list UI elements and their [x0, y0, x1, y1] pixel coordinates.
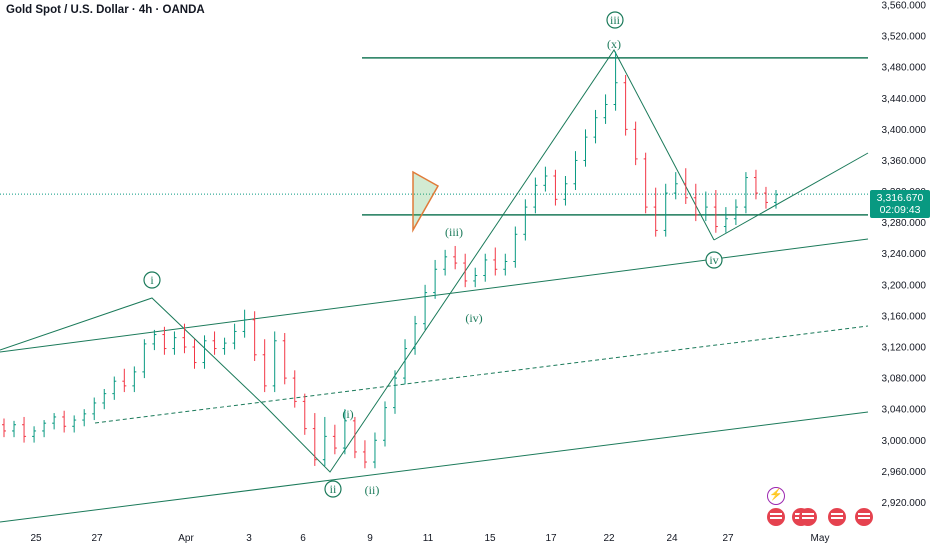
wave-label-circle — [705, 251, 723, 269]
chart-title: Gold Spot / U.S. Dollar · 4h · OANDA — [6, 4, 205, 16]
y-tick-label: 2,960.000 — [882, 467, 927, 478]
y-tick-label: 3,400.000 — [882, 125, 927, 136]
us-flag-icon[interactable] — [799, 508, 817, 526]
x-tick-label: 17 — [545, 533, 557, 544]
y-tick-label: 3,120.000 — [882, 343, 927, 354]
channel-upper-line — [0, 238, 869, 353]
last-price-value: 3,316.670 — [876, 192, 924, 204]
wave-label-circle — [324, 480, 342, 498]
us-flag-icon[interactable] — [767, 508, 785, 526]
us-flag-icon[interactable] — [828, 508, 846, 526]
wave-label: (ii) — [365, 483, 380, 497]
y-tick-label: 3,520.000 — [882, 32, 927, 43]
wave-label-circle — [143, 271, 161, 289]
rising-trendline — [713, 152, 869, 241]
wave-label-circle — [606, 11, 624, 29]
y-tick-label: 3,280.000 — [882, 218, 927, 229]
wave-label: (i) — [342, 407, 353, 421]
x-tick-label: 6 — [300, 533, 306, 544]
wave-label: (iii) — [445, 225, 463, 239]
y-tick-label: 3,200.000 — [882, 280, 927, 291]
x-tick-label: 24 — [666, 533, 678, 544]
wave-label: (x) — [607, 37, 621, 51]
y-tick-label: 3,240.000 — [882, 249, 927, 260]
y-tick-label: 3,360.000 — [882, 156, 927, 167]
x-tick-label: 27 — [722, 533, 734, 544]
x-tick-label: 11 — [423, 533, 434, 544]
x-tick-label: 3 — [246, 533, 252, 544]
channel-mid-line — [94, 325, 869, 424]
y-tick-label: 3,040.000 — [882, 405, 927, 416]
channel-lower-line — [0, 411, 869, 523]
y-tick-label: 3,000.000 — [882, 436, 927, 447]
x-tick-label: Apr — [178, 533, 194, 544]
y-tick-label: 3,440.000 — [882, 94, 927, 105]
y-tick-label: 2,920.000 — [882, 498, 927, 509]
wave-label: iii — [610, 13, 621, 27]
x-tick-label: May — [811, 533, 830, 544]
wave-label: (iv) — [465, 311, 482, 325]
y-tick-label: 3,480.000 — [882, 63, 927, 74]
x-tick-label: 25 — [30, 533, 42, 544]
bar-countdown: 02:09:43 — [879, 204, 921, 216]
x-tick-label: 15 — [484, 533, 496, 544]
y-tick-label: 3,160.000 — [882, 311, 927, 322]
wave-zigzag-line — [0, 49, 715, 473]
last-price-label: 3,316.670 02:09:43 — [870, 190, 930, 218]
wave-label: i — [150, 273, 154, 287]
triangle-pattern — [412, 170, 440, 233]
y-tick-label: 3,080.000 — [882, 374, 927, 385]
x-tick-label: 27 — [91, 533, 103, 544]
lightning-icon[interactable]: ⚡ — [767, 487, 785, 505]
x-tick-label: 22 — [603, 533, 615, 544]
y-tick-label: 3,560.000 — [882, 1, 927, 12]
us-flag-icon[interactable] — [855, 508, 873, 526]
x-tick-label: 9 — [367, 533, 373, 544]
wave-label: iv — [709, 253, 718, 267]
wave-label: ii — [330, 482, 337, 496]
